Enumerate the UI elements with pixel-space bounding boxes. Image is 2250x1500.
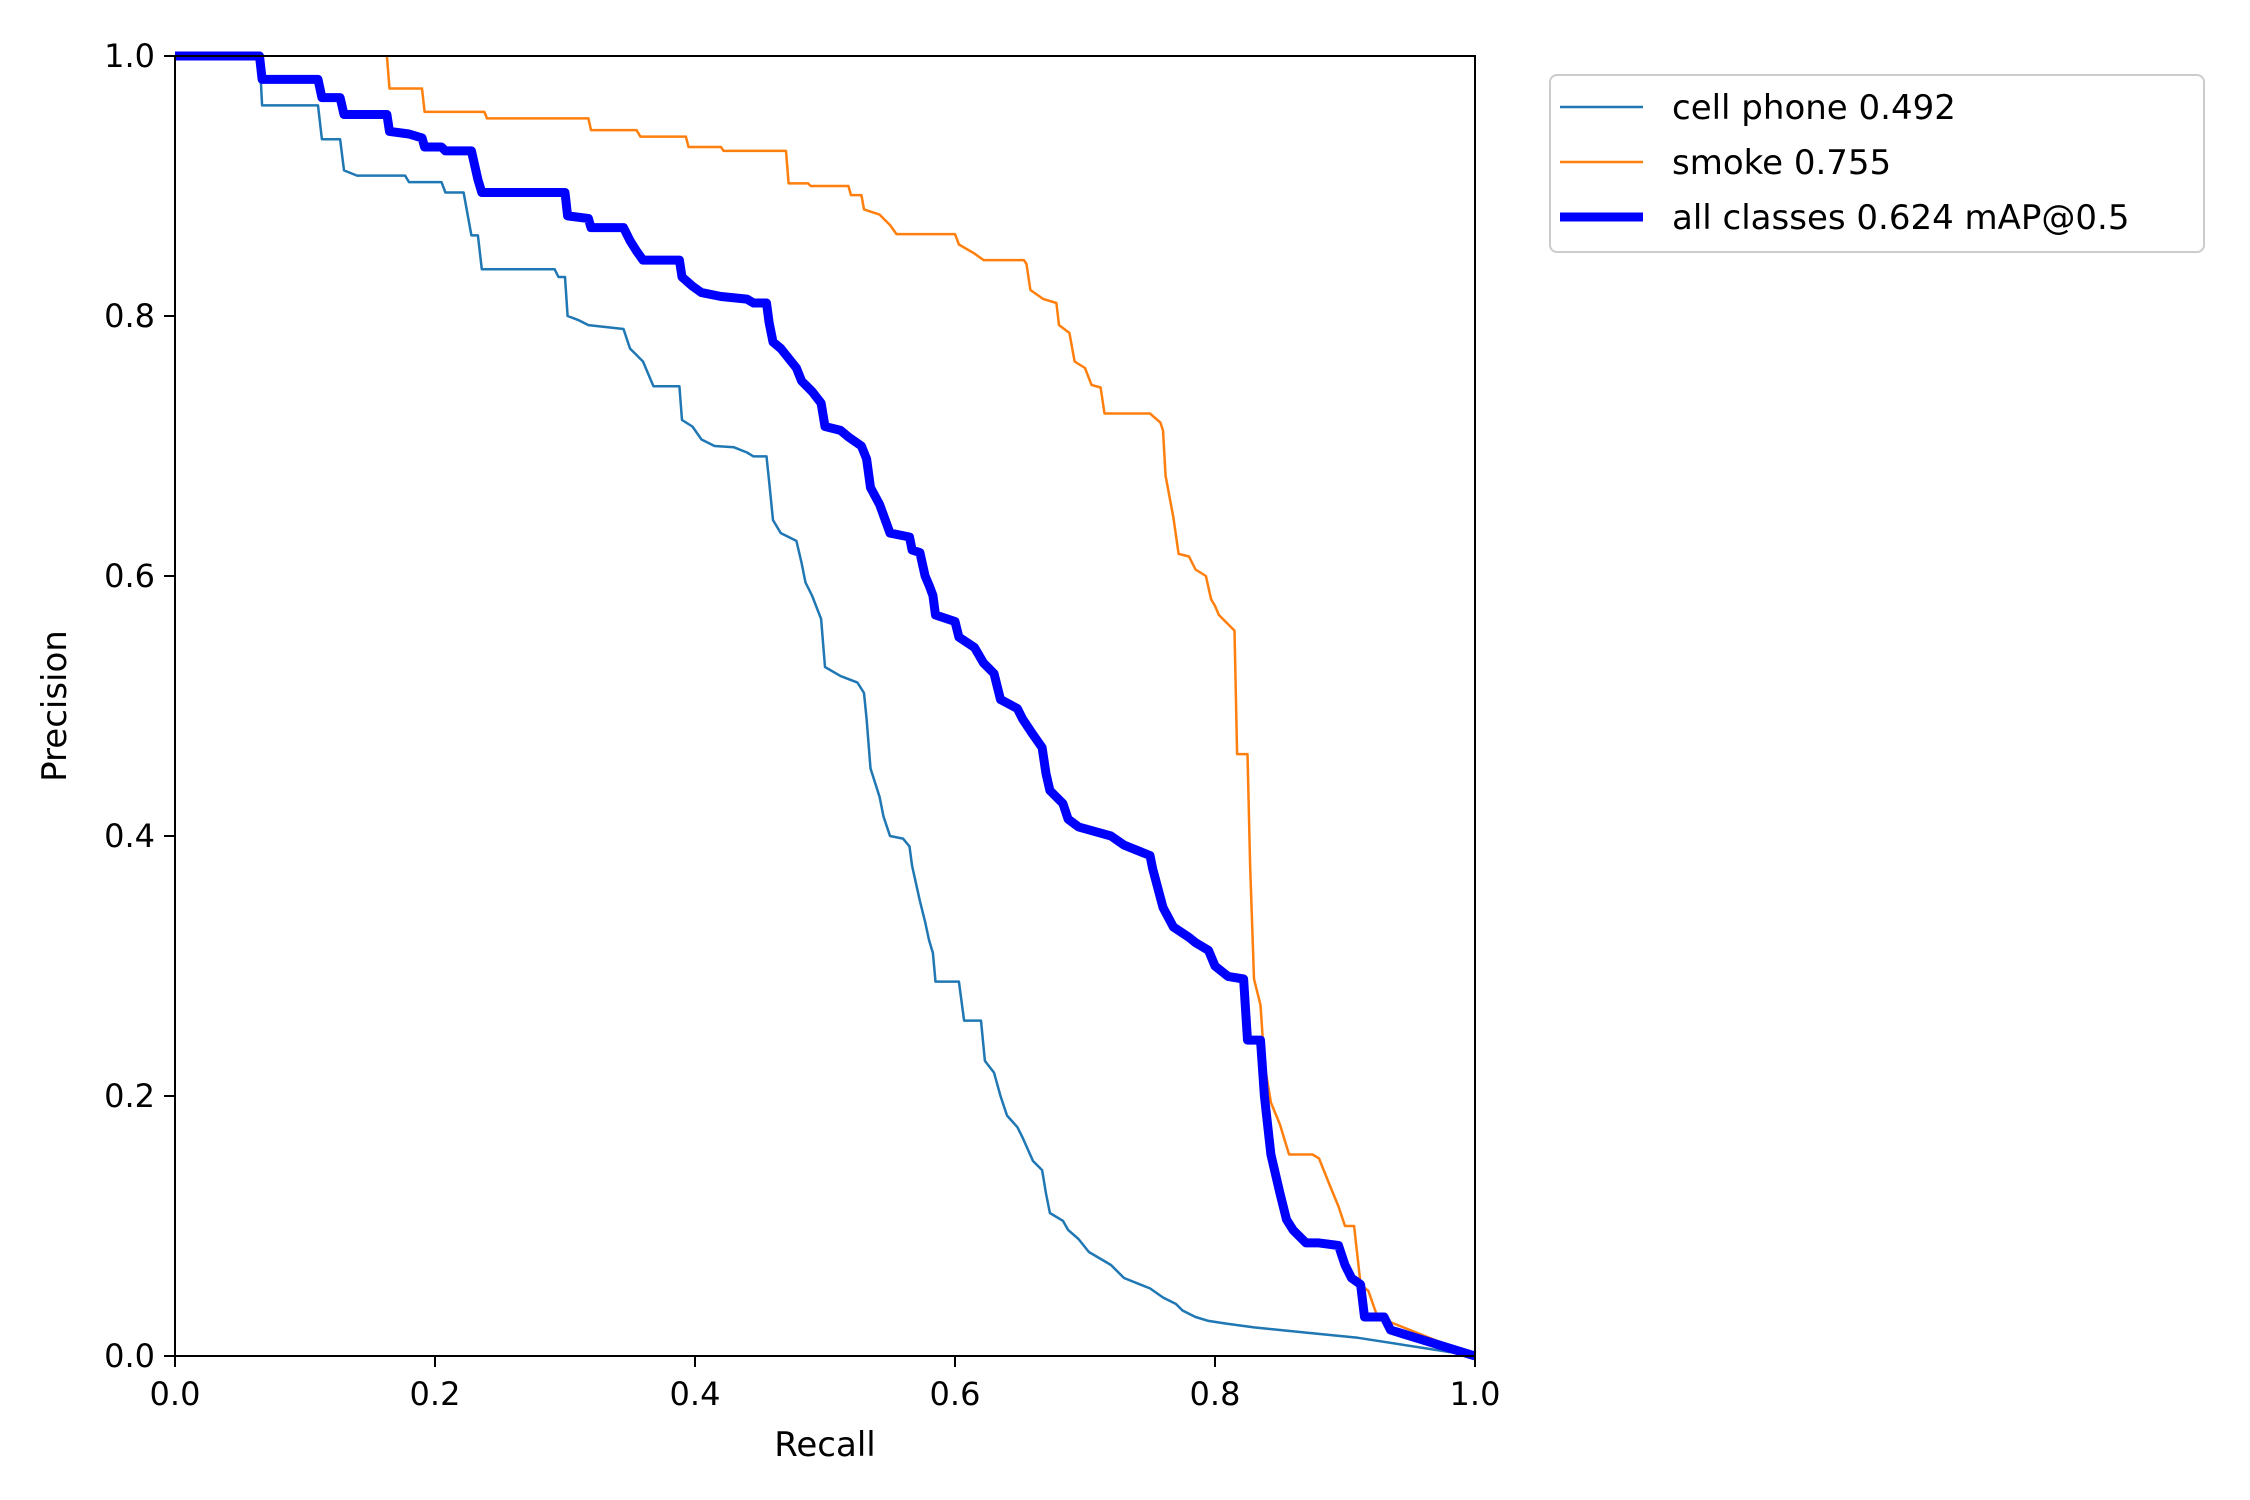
series-layer	[175, 51, 1477, 1361]
y-axis: 0.0 0.2 0.4 0.6 0.8 1.0	[104, 37, 175, 1375]
legend-label-1: smoke 0.755	[1672, 143, 1891, 183]
x-tick-label: 0.2	[410, 1375, 461, 1413]
series-line-0	[175, 54, 1476, 1358]
y-tick-label: 0.8	[104, 297, 155, 335]
x-tick-label: 0.8	[1190, 1375, 1241, 1413]
legend-label-2: all classes 0.624 mAP@0.5	[1672, 198, 2129, 238]
legend: cell phone 0.492 smoke 0.755 all classes 0…	[1549, 74, 2205, 253]
y-tick-label: 0.4	[104, 817, 155, 855]
x-tick-label: 0.6	[930, 1375, 981, 1413]
x-tick-label: 1.0	[1450, 1375, 1501, 1413]
y-tick-label: 0.2	[104, 1077, 155, 1115]
y-tick-label: 1.0	[104, 37, 155, 75]
y-tick-label: 0.6	[104, 557, 155, 595]
series-line-2	[175, 51, 1477, 1361]
x-axis-title: Recall	[774, 1425, 875, 1465]
legend-label-0: cell phone 0.492	[1672, 88, 1956, 128]
plot-frame	[174, 55, 1476, 1357]
x-tick-label: 0.0	[150, 1375, 201, 1413]
x-axis: 0.0 0.2 0.4 0.6 0.8 1.0	[150, 1356, 1501, 1413]
x-tick-label: 0.4	[670, 1375, 721, 1413]
y-axis-title: Precision	[35, 630, 75, 782]
legend-frame	[1549, 74, 2205, 253]
series-line-1	[385, 55, 1476, 1358]
y-tick-label: 0.0	[104, 1337, 155, 1375]
